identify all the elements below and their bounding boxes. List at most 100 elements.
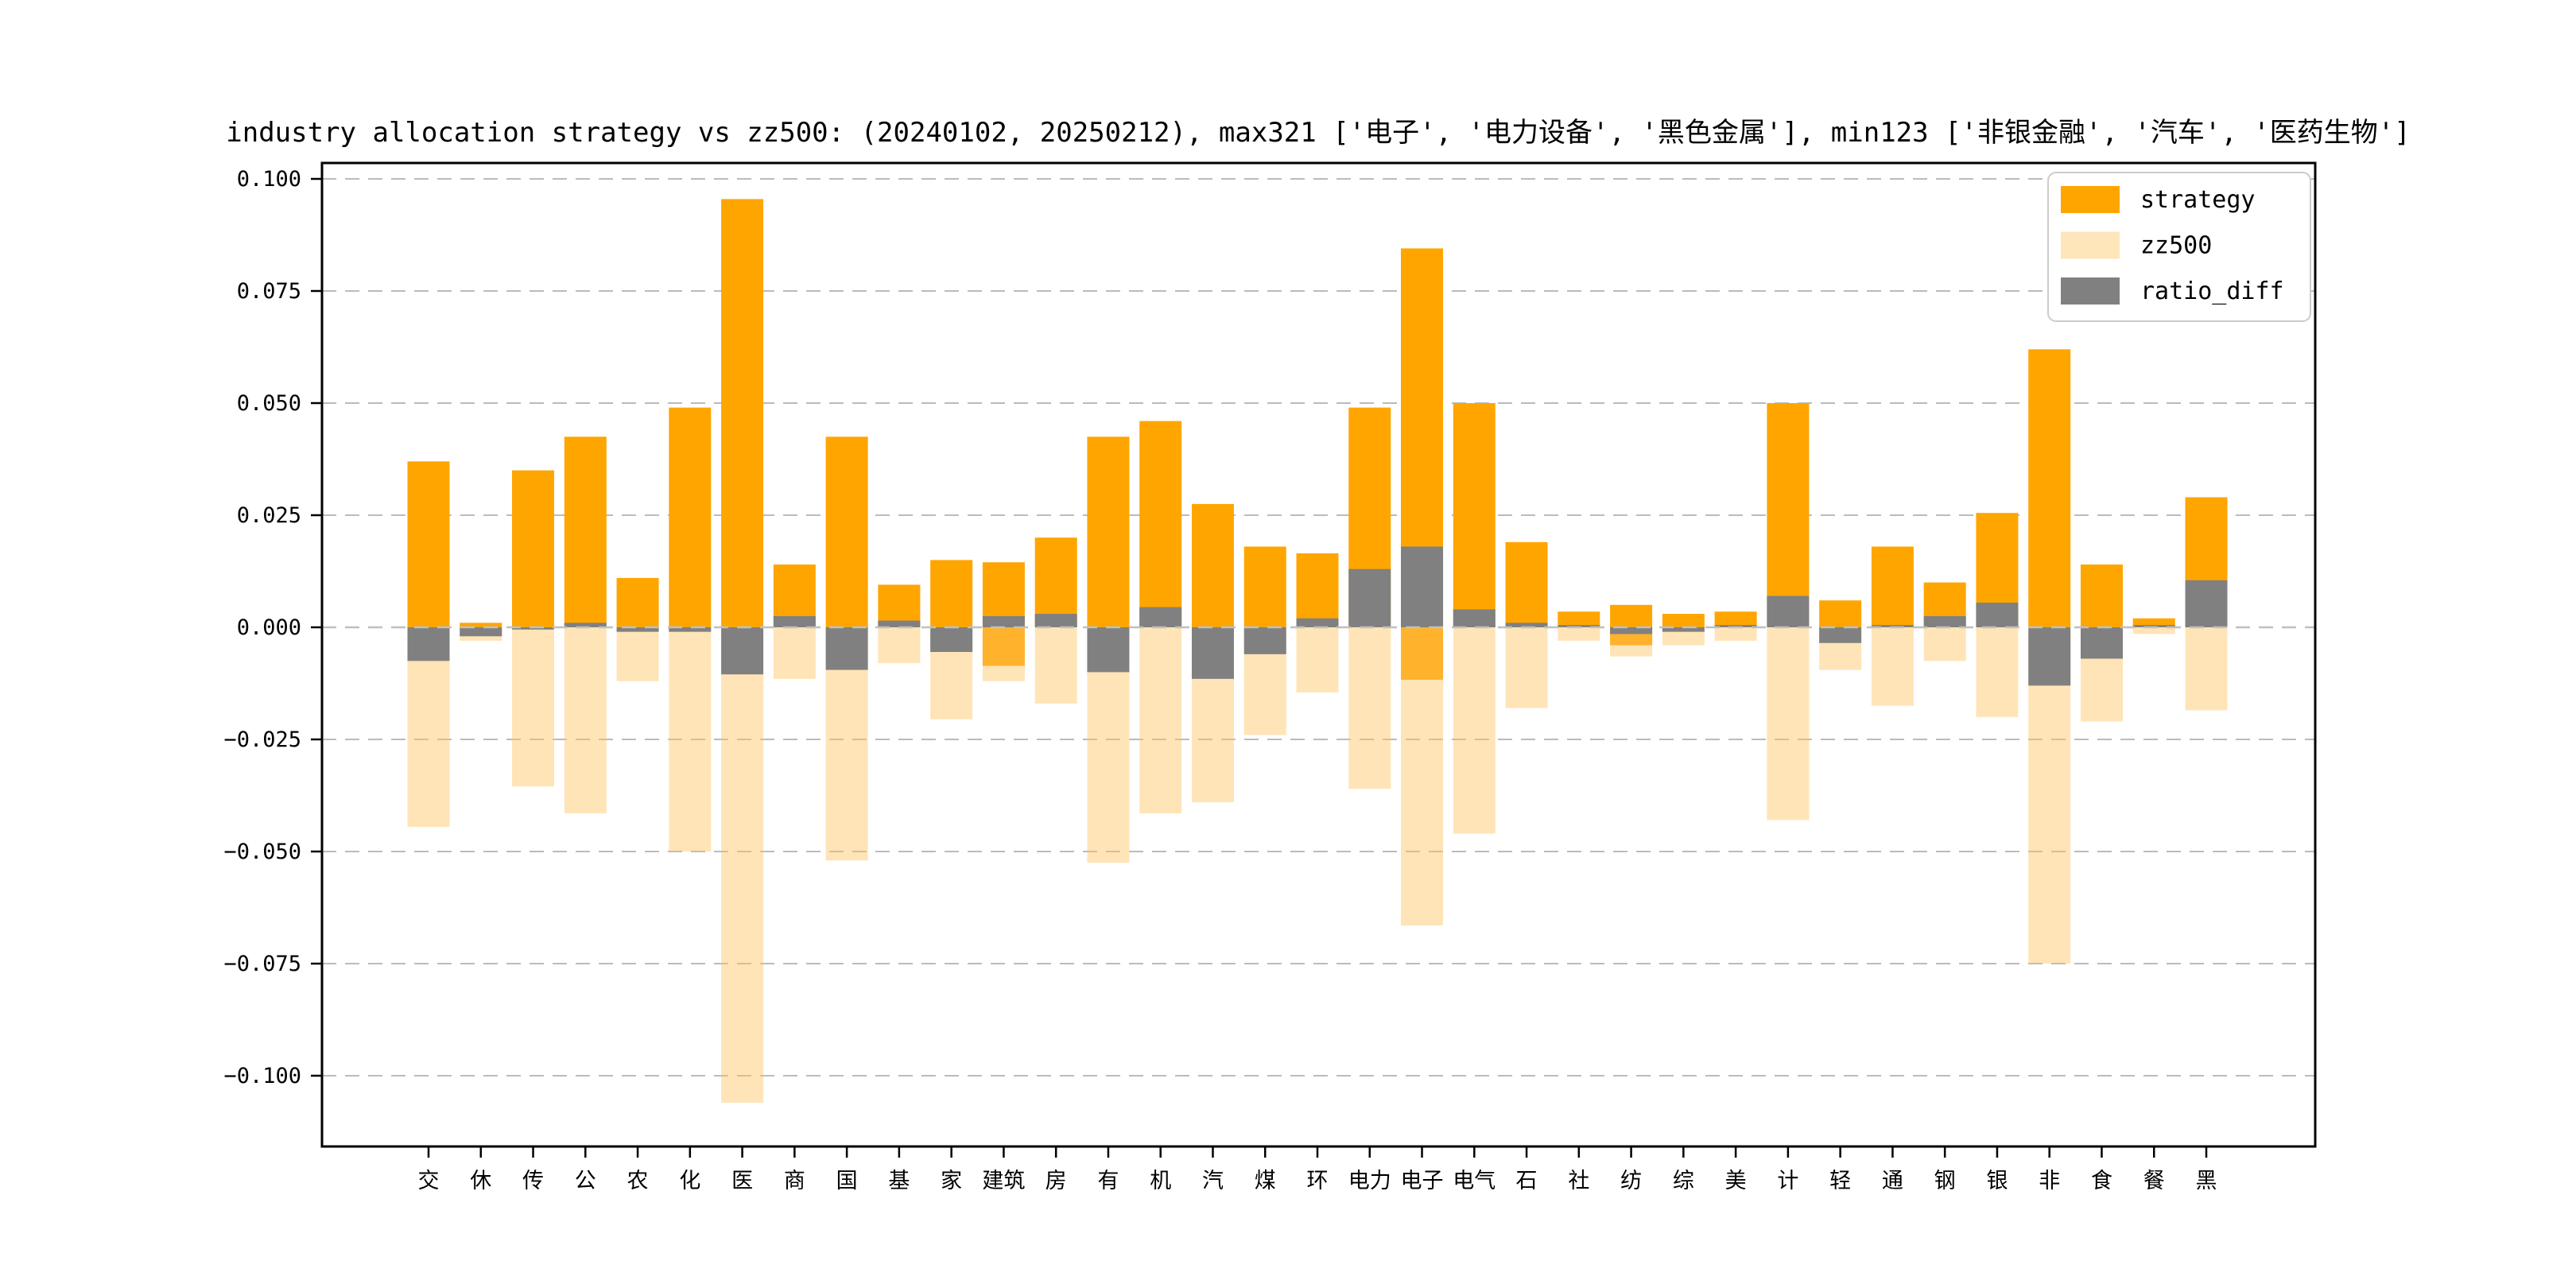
bar-group-家 [930,560,973,720]
bar-group-房 [1034,537,1077,704]
bar-group-国 [825,436,868,861]
bar-strategy-食 [2080,564,2123,627]
x-tick-label-煤: 煤 [1255,1169,1276,1193]
y-tick-label-−0.050: −0.050 [223,840,301,864]
legend-item-zz500: zz500 [2061,231,2212,260]
bar-group-机 [1139,421,1182,814]
bar-ratio-diff-社 [1558,625,1600,627]
bar-group-传 [512,470,555,787]
bar-zz500-农 [616,627,659,681]
legend-label-zz500: zz500 [2140,232,2212,260]
bar-ratio-diff-银 [1976,602,2019,627]
bar-ratio-diff-商 [773,615,816,627]
bar-ratio-diff-餐 [2132,625,2175,627]
x-tick-label-电子: 电子 [1401,1169,1444,1193]
bar-group-农 [616,577,659,681]
bar-zz500-建筑 [982,627,1025,681]
bar-zz500-医 [721,627,764,1103]
bar-strategy-纺 [1610,604,1653,627]
bar-group-建筑 [982,562,1025,681]
bar-zz500-机 [1139,627,1182,814]
bar-zz500-银 [1976,627,2019,717]
bar-overlap-underlay-建筑 [982,627,1025,666]
bar-strategy-轻 [1819,600,1862,627]
bar-group-食 [2080,564,2123,722]
legend-swatch-ratio_diff [2061,277,2120,305]
x-tick-label-化: 化 [679,1169,700,1193]
bar-zz500-电子 [1401,627,1444,926]
x-tick-label-医: 医 [731,1169,753,1193]
bar-ratio-diff-交 [407,627,450,661]
x-tick-label-钢: 钢 [1934,1169,1956,1193]
bar-strategy-汽 [1191,503,1234,627]
chart-title: industry allocation strategy vs zz500: (… [226,117,2410,149]
bar-strategy-社 [1558,611,1600,627]
bar-ratio-diff-公 [564,623,607,627]
x-tick-label-基: 基 [888,1169,910,1193]
bar-strategy-化 [669,407,712,627]
bar-ratio-diff-非 [2028,627,2071,686]
plot-border [320,161,2317,1148]
bar-ratio-diff-机 [1139,607,1182,627]
legend-swatch-zz500 [2061,231,2120,259]
x-tick-label-轻: 轻 [1829,1169,1851,1193]
bar-ratio-diff-有 [1087,627,1130,673]
bar-group-非 [2028,349,2071,964]
bar-strategy-农 [616,577,659,627]
x-tick-label-有: 有 [1097,1169,1119,1193]
bar-strategy-煤 [1243,546,1286,627]
bar-group-美 [1714,611,1757,641]
axes-spines-ticks [311,161,2317,1158]
y-tick-label-0.100: 0.100 [237,167,301,192]
y-tick-label-0.000: 0.000 [237,615,301,640]
bar-ratio-diff-电气 [1453,609,1496,627]
bar-ratio-diff-房 [1034,614,1077,627]
bar-group-休 [460,623,502,641]
bar-zz500-社 [1558,627,1600,641]
x-tick-label-石: 石 [1516,1169,1538,1193]
x-tick-label-家: 家 [941,1169,962,1193]
x-tick-label-纺: 纺 [1620,1169,1642,1193]
bar-strategy-基 [878,584,921,627]
bar-ratio-diff-通 [1871,625,1914,627]
bar-strategy-电气 [1453,403,1496,627]
bar-group-公 [564,436,607,814]
x-tick-label-传: 传 [522,1169,544,1193]
bar-strategy-非 [2028,349,2071,627]
bar-zz500-传 [512,627,555,787]
bar-zz500-餐 [2132,627,2175,634]
bar-group-环 [1296,553,1339,692]
x-tick-label-通: 通 [1882,1169,1903,1193]
bar-ratio-diff-煤 [1243,627,1286,654]
y-tick-label-−0.100: −0.100 [223,1064,301,1088]
bar-ratio-diff-综 [1662,627,1705,632]
x-tick-label-社: 社 [1568,1169,1589,1193]
x-tick-label-黑: 黑 [2196,1169,2217,1193]
bar-strategy-通 [1871,546,1914,627]
bar-group-通 [1871,546,1914,706]
bar-ratio-diff-化 [669,627,712,632]
x-tick-label-综: 综 [1673,1169,1694,1193]
bar-zz500-商 [773,627,816,679]
bar-ratio-diff-建筑 [982,615,1025,627]
bar-group-纺 [1610,604,1653,657]
bar-strategy-石 [1505,541,1548,627]
bar-strategy-休 [460,623,502,627]
x-tick-label-计: 计 [1777,1169,1798,1193]
bar-strategy-有 [1087,436,1130,627]
bar-ratio-diff-石 [1505,623,1548,627]
x-tick-label-电气: 电气 [1453,1169,1496,1193]
bar-group-电力 [1348,407,1391,789]
bar-group-煤 [1243,546,1286,735]
x-tick-label-银: 银 [1986,1169,2008,1193]
bar-group-医 [721,199,764,1103]
bar-group-石 [1505,541,1548,708]
x-tick-label-农: 农 [627,1169,649,1193]
legend-swatch-strategy [2061,186,2120,213]
bar-group-基 [878,584,921,664]
x-tick-label-餐: 餐 [2143,1169,2165,1193]
y-tick-label-−0.075: −0.075 [223,952,301,976]
bar-ratio-diff-环 [1296,618,1339,627]
legend: strategy zz500 ratio_diff [2047,172,2311,322]
